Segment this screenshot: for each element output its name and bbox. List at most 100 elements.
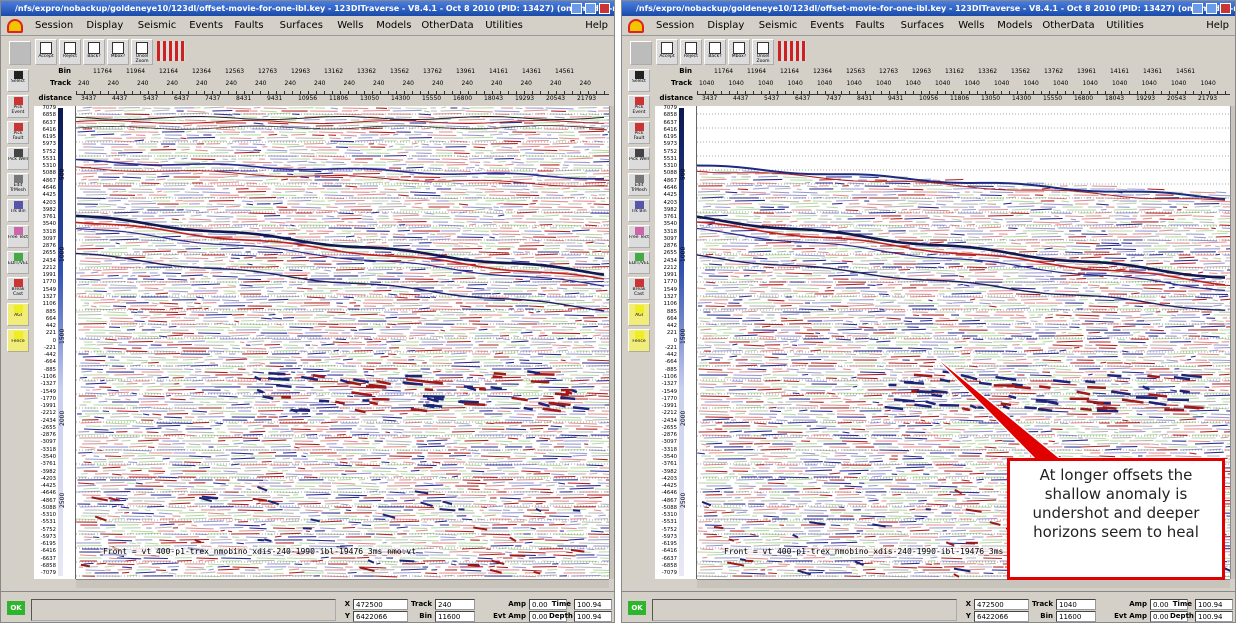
toolbar-button[interactable]: Reject (680, 39, 702, 65)
menu-item[interactable]: Seismic (137, 20, 177, 31)
depth-label: 3761 (42, 214, 56, 221)
side-tool[interactable]: Pick Fault (628, 121, 650, 144)
vertical-scrollbar[interactable] (1230, 106, 1235, 579)
side-tool-icon (634, 97, 644, 105)
toolbar-button[interactable]: Unsel Zoom (752, 39, 774, 65)
depth-label: -2212 (661, 410, 677, 417)
depth-label: 4867 (42, 177, 56, 184)
window-button-max[interactable] (585, 3, 596, 14)
amplitude-anomaly (701, 500, 712, 507)
status-label: Bin (419, 612, 432, 620)
window-button-close[interactable] (599, 3, 610, 14)
menu-item[interactable]: Display (86, 20, 124, 31)
window-button-max[interactable] (1206, 3, 1217, 14)
menu-item[interactable]: Models (376, 20, 412, 31)
menu-item[interactable]: Display (707, 20, 745, 31)
window-button-min[interactable] (571, 3, 582, 14)
window-button-close[interactable] (1220, 3, 1231, 14)
menu-item[interactable]: Wells (958, 20, 985, 31)
side-tool[interactable]: Break Cast (7, 277, 29, 300)
side-tool[interactable]: Free Tect (628, 225, 650, 248)
menu-item[interactable]: Models (997, 20, 1033, 31)
side-tool[interactable]: AGI (628, 303, 650, 326)
side-tool[interactable]: Pick Event (7, 95, 29, 118)
status-label: Bin (1040, 612, 1053, 620)
depth-label: -442 (664, 352, 677, 359)
status-field: 472500 (974, 599, 1029, 610)
toolbar-button[interactable]: Back? (83, 39, 105, 65)
vertical-scrollbar[interactable] (609, 106, 614, 579)
recolor-button[interactable] (9, 41, 31, 65)
toolbar-button[interactable]: Accept (35, 39, 57, 65)
distance-value: 9431 (267, 95, 283, 102)
bin-value: 13562 (1011, 68, 1031, 75)
menu-item[interactable]: Faults (234, 20, 264, 31)
depth-label: 4646 (42, 184, 56, 191)
distance-value: 14300 (1012, 95, 1032, 102)
side-tool[interactable]: Fence (628, 329, 650, 352)
side-tool[interactable]: Pick Fault (7, 121, 29, 144)
side-tool[interactable]: EDIT/VEL (7, 251, 29, 274)
menu-item[interactable]: Events (189, 20, 224, 31)
amplitude-anomaly (442, 500, 453, 505)
side-tool[interactable]: Edit TrMesh (7, 173, 29, 196)
toolbar-button[interactable]: Back? (704, 39, 726, 65)
side-tool[interactable]: Trk Bin (628, 199, 650, 222)
side-tool[interactable]: Pick Well (628, 147, 650, 170)
side-tool-label: Free Tect (8, 235, 28, 240)
side-tool[interactable]: Pick Event (628, 95, 650, 118)
amplitude-anomaly (554, 392, 569, 396)
side-tool[interactable]: EDIT/VEL (628, 251, 650, 274)
side-tool[interactable]: Break Cast (628, 277, 650, 300)
menu-item[interactable]: Wells (337, 20, 364, 31)
distance-value: 9431 (888, 95, 904, 102)
side-tool[interactable]: Select (628, 69, 650, 92)
toolbar-button[interactable]: Accept (656, 39, 678, 65)
toolbar-button[interactable]: Unsel Zoom (131, 39, 153, 65)
toolbar-button[interactable]: Mbox? (107, 39, 129, 65)
menu-item[interactable]: Session (656, 20, 695, 31)
window-button-min[interactable] (1192, 3, 1203, 14)
depth-label: -1327 (661, 381, 677, 388)
toolbar-button[interactable]: Mbox? (728, 39, 750, 65)
distance-value: 6437 (174, 95, 190, 102)
side-tool[interactable]: Edit TrMesh (628, 173, 650, 196)
menu-item[interactable]: Session (35, 20, 74, 31)
distance-value: 13050 (360, 95, 380, 102)
ok-button[interactable]: OK (628, 601, 646, 615)
side-tool[interactable]: Pick Well (7, 147, 29, 170)
horizontal-scrollbar[interactable] (697, 579, 1230, 588)
recolor-button[interactable] (630, 41, 652, 65)
track-value: 240 (196, 80, 208, 87)
menu-item[interactable]: Utilities (1106, 20, 1144, 31)
menu-item[interactable]: Surfaces (279, 20, 323, 31)
menu-item[interactable]: Surfaces (900, 20, 944, 31)
menu-help[interactable]: Help (585, 20, 608, 31)
side-tool[interactable]: Trk Bin (7, 199, 29, 222)
distance-value: 18043 (1105, 95, 1125, 102)
horizontal-scrollbar[interactable] (76, 579, 609, 588)
depth-label: 6858 (42, 112, 56, 119)
toolbar-button[interactable]: Reject (59, 39, 81, 65)
amplitude-anomaly (1107, 373, 1122, 378)
bin-label: Bin (58, 67, 71, 75)
menu-item[interactable]: Seismic (758, 20, 798, 31)
status-field: 100.94 (1195, 611, 1233, 622)
side-tool[interactable]: Fence (7, 329, 29, 352)
menu-item[interactable]: OtherData (1042, 20, 1095, 31)
menu-item[interactable]: Utilities (485, 20, 523, 31)
ok-button[interactable]: OK (7, 601, 25, 615)
side-tool[interactable]: AGI (7, 303, 29, 326)
horizon (76, 166, 605, 187)
track-value: 240 (550, 80, 562, 87)
menu-item[interactable]: OtherData (421, 20, 474, 31)
menu-item[interactable]: Events (810, 20, 845, 31)
side-tool[interactable]: Free Tect (7, 225, 29, 248)
toolbar-label: Back? (708, 54, 722, 59)
side-tool[interactable]: Select (7, 69, 29, 92)
track-value: 1040 (787, 80, 803, 87)
amplitude-anomaly (537, 401, 550, 408)
menu-item[interactable]: Faults (855, 20, 885, 31)
menu-help[interactable]: Help (1206, 20, 1229, 31)
depth-label: -5310 (661, 512, 677, 519)
